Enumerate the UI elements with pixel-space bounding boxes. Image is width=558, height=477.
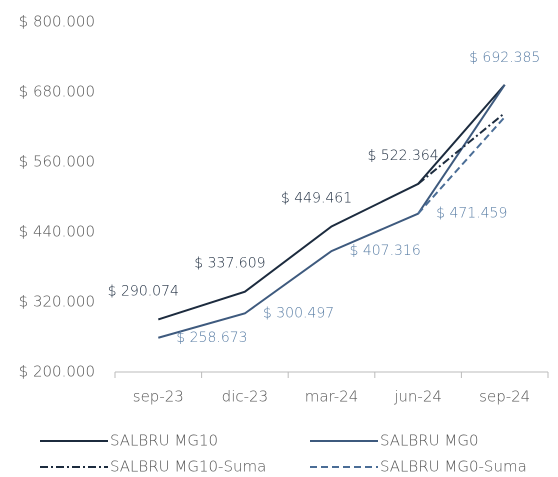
series-line: [417, 116, 506, 215]
legend-label: SALBRU MG10-Suma: [110, 458, 266, 476]
data-label: $ 522.364: [367, 148, 438, 164]
series-line: [157, 84, 506, 321]
x-tick-label: dic-23: [222, 388, 268, 406]
y-tick-label: $ 320.000: [19, 293, 95, 311]
legend-label: SALBRU MG10: [110, 432, 218, 450]
x-tick-label: sep-24: [479, 388, 530, 406]
x-tick-label: mar-24: [305, 388, 359, 406]
legend-label: SALBRU MG0-Suma: [380, 458, 527, 476]
data-label: $ 407.316: [350, 243, 421, 259]
y-tick-label: $ 200.000: [19, 363, 95, 381]
data-label: $ 692.385: [469, 50, 540, 66]
series-line: [417, 112, 506, 185]
data-label: $ 449.461: [281, 190, 352, 206]
data-label: $ 300.497: [263, 305, 334, 321]
y-tick-label: $ 680.000: [19, 83, 95, 101]
x-tick-label: jun-24: [393, 388, 442, 406]
data-label: $ 337.609: [194, 256, 265, 272]
x-tick-label: sep-23: [133, 388, 184, 406]
legend-label: SALBRU MG0: [380, 432, 479, 450]
data-label: $ 471.459: [436, 206, 507, 222]
series-line: [158, 84, 506, 339]
y-tick-label: $ 560.000: [19, 153, 95, 171]
data-label: $ 290.074: [108, 283, 179, 299]
data-label: $ 258.673: [176, 330, 247, 346]
y-tick-label: $ 800.000: [19, 13, 95, 31]
y-tick-label: $ 440.000: [19, 223, 95, 241]
